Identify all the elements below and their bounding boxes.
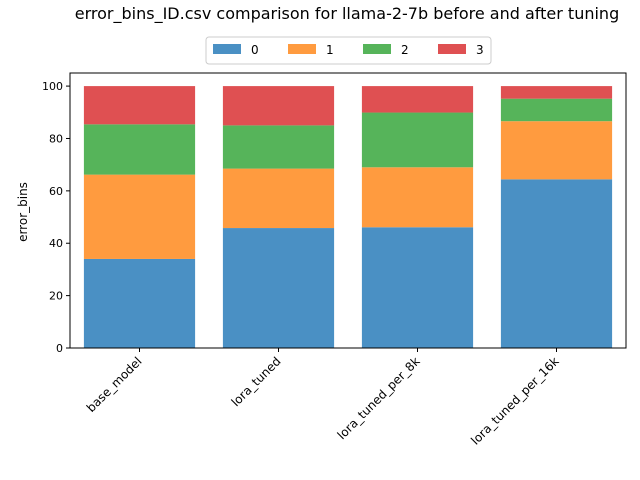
bar-base_model-series-0 bbox=[83, 258, 196, 348]
legend-swatch-1 bbox=[288, 44, 316, 54]
legend-swatch-2 bbox=[363, 44, 391, 54]
y-tick-label: 20 bbox=[49, 290, 63, 303]
legend-swatch-0 bbox=[213, 44, 241, 54]
legend: 0 1 2 3 bbox=[205, 36, 492, 65]
bar-base_model-series-2 bbox=[83, 124, 196, 175]
legend-swatch-3 bbox=[438, 44, 466, 54]
bar-lora_tuned_per_16k-series-0 bbox=[500, 179, 613, 348]
bar-lora_tuned_per_8k-series-2 bbox=[361, 112, 474, 168]
y-tick-label: 40 bbox=[49, 237, 63, 250]
x-tick-label: lora_tuned_per_16k bbox=[468, 354, 561, 447]
legend-label-1: 1 bbox=[326, 43, 334, 57]
bar-lora_tuned-series-0 bbox=[222, 228, 335, 348]
plot-frame bbox=[69, 72, 627, 349]
bar-base_model-series-3 bbox=[83, 86, 196, 125]
y-tick-label: 80 bbox=[49, 132, 63, 145]
bar-lora_tuned-series-3 bbox=[222, 86, 335, 126]
chart-title: error_bins_ID.csv comparison for llama-2… bbox=[75, 4, 619, 24]
x-tick-label: base_model bbox=[84, 354, 145, 415]
bar-lora_tuned_per_8k-series-1 bbox=[361, 167, 474, 228]
legend-label-2: 2 bbox=[401, 43, 409, 57]
legend-frame bbox=[205, 36, 492, 65]
x-tick-label: lora_tuned bbox=[229, 354, 284, 409]
bar-lora_tuned_per_8k-series-3 bbox=[361, 86, 474, 113]
bar-lora_tuned_per_8k-series-0 bbox=[361, 227, 474, 348]
bar-lora_tuned_per_16k-series-3 bbox=[500, 86, 613, 99]
bar-lora_tuned_per_16k-series-2 bbox=[500, 98, 613, 122]
y-axis-label: error_bins bbox=[16, 182, 30, 242]
bars bbox=[83, 86, 613, 348]
bar-lora_tuned-series-1 bbox=[222, 168, 335, 229]
y-tick-label: 60 bbox=[49, 185, 63, 198]
bar-base_model-series-1 bbox=[83, 174, 196, 259]
y-tick-label: 100 bbox=[42, 80, 63, 93]
x-tick-label: lora_tuned_per_8k bbox=[335, 354, 423, 442]
bar-lora_tuned-series-2 bbox=[222, 125, 335, 169]
legend-label-0: 0 bbox=[251, 43, 259, 57]
bar-lora_tuned_per_16k-series-1 bbox=[500, 121, 613, 180]
y-tick-label: 0 bbox=[56, 342, 63, 355]
legend-label-3: 3 bbox=[476, 43, 484, 57]
